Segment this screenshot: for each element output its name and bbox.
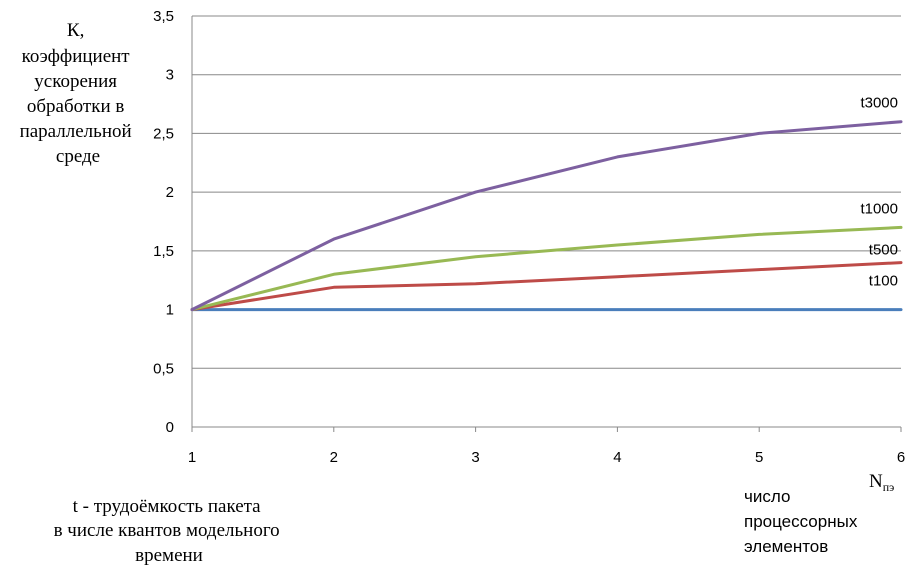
x-axis-symbol-sub: пэ <box>883 480 895 494</box>
series-label-t3000: t3000 <box>860 95 898 112</box>
note-line: t - трудоёмкость пакета <box>73 496 262 517</box>
note-line: времени <box>135 545 203 566</box>
series-line-t500 <box>190 261 903 312</box>
y-axis-title-line: обработки в <box>27 96 124 117</box>
y-axis-title-line: К, <box>67 20 84 41</box>
y-tick-label: 1,5 <box>153 243 174 260</box>
series-lines <box>190 120 903 312</box>
x-tick-labels: 1 2 3 4 5 6 <box>188 449 905 466</box>
x-tick-label: 4 <box>613 449 621 466</box>
x-axis-symbol: Nпэ <box>869 471 894 494</box>
y-tick-label: 0,5 <box>153 360 174 377</box>
y-tick-label: 2,5 <box>153 125 174 142</box>
y-axis-title-line: параллельной <box>20 121 132 142</box>
series-line-t1000 <box>190 225 903 312</box>
x-tick-label: 1 <box>188 449 196 466</box>
y-tick-labels: 0 0,5 1 1,5 2 2,5 3 3,5 <box>153 8 174 436</box>
x-axis-title-line: число <box>744 487 790 506</box>
y-tick-label: 0 <box>166 419 174 436</box>
series-line-t3000 <box>190 120 903 312</box>
y-axis-title-line: ускорения <box>34 71 117 92</box>
y-axis-title: К, коэффициент ускорения обработки в пар… <box>20 20 137 167</box>
y-tick-label: 3,5 <box>153 8 174 25</box>
x-axis-title-line: процессорных <box>744 512 858 531</box>
x-axis-symbol-main: N <box>869 471 883 492</box>
x-tick-label: 5 <box>755 449 763 466</box>
grid-lines <box>192 15 901 369</box>
axes <box>191 16 902 432</box>
y-axis-title-line: коэффициент <box>22 46 131 67</box>
series-label-t100: t100 <box>869 273 898 290</box>
x-axis-title: число процессорных элементов <box>744 487 862 556</box>
x-tick-label: 3 <box>471 449 479 466</box>
series-label-t1000: t1000 <box>860 200 898 217</box>
x-tick-label: 6 <box>897 449 905 466</box>
x-tick-label: 2 <box>330 449 338 466</box>
y-axis-title-line: среде <box>56 146 100 167</box>
y-tick-label: 2 <box>166 184 174 201</box>
series-labels: t100 t500 t1000 t3000 <box>860 95 898 290</box>
y-tick-label: 3 <box>166 67 174 84</box>
note-text: t - трудоёмкость пакета в числе квантов … <box>54 496 285 566</box>
series-label-t500: t500 <box>869 242 898 259</box>
note-line: в числе квантов модельного <box>54 520 280 541</box>
x-axis-title-line: элементов <box>744 537 828 556</box>
y-tick-label: 1 <box>166 302 174 319</box>
